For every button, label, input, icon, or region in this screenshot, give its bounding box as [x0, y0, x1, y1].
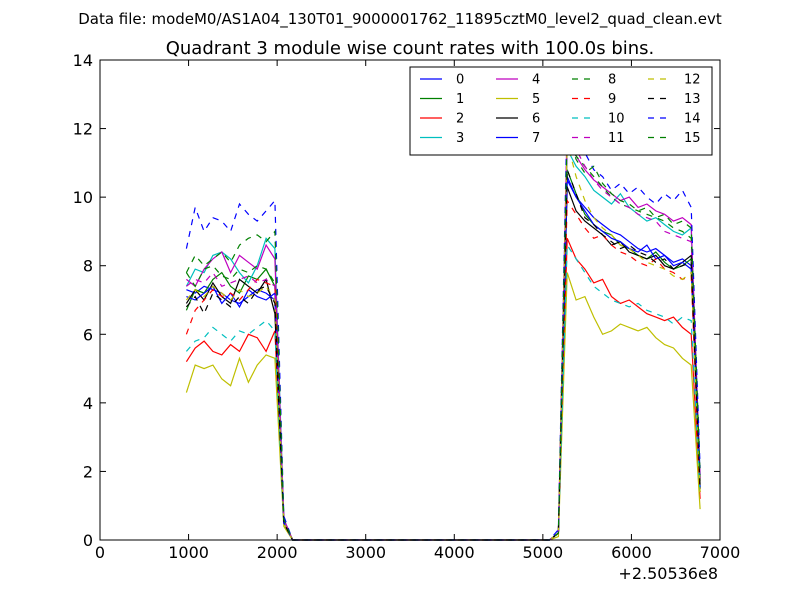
x-tick-label: 2000 — [257, 543, 298, 562]
legend-item-1: 1 — [420, 92, 464, 107]
series-line-8 — [185, 131, 701, 541]
x-offset-label: +2.50536e8 — [618, 564, 718, 583]
series-line-9 — [185, 198, 701, 541]
series-line-6 — [185, 186, 701, 541]
series-line-13 — [185, 169, 701, 541]
legend-label: 12 — [684, 73, 701, 88]
series-line-5 — [185, 272, 701, 541]
y-tick-label: 12 — [73, 120, 93, 139]
legend-item-13: 13 — [648, 92, 701, 107]
y-tick-label: 0 — [83, 531, 93, 550]
legend-label: 10 — [608, 112, 625, 127]
legend-item-8: 8 — [572, 73, 616, 88]
legend-item-6: 6 — [496, 112, 540, 127]
y-tick-label: 8 — [83, 257, 93, 276]
legend-label: 6 — [532, 112, 540, 127]
y-tick-label: 2 — [83, 462, 93, 481]
legend-label: 13 — [684, 92, 701, 107]
legend-label: 7 — [532, 131, 540, 146]
legend-item-5: 5 — [496, 92, 540, 107]
x-tick-label: 1000 — [168, 543, 209, 562]
legend-label: 3 — [456, 131, 464, 146]
legend-item-4: 4 — [496, 73, 540, 88]
legend-label: 1 — [456, 92, 464, 107]
series-line-3 — [185, 148, 701, 541]
x-tick-label: 3000 — [345, 543, 386, 562]
legend-label: 15 — [684, 131, 701, 146]
legend-label: 11 — [608, 131, 625, 146]
data-file-label: Data file: modeM0/AS1A04_130T01_90000017… — [78, 10, 722, 29]
legend-item-14: 14 — [648, 112, 701, 127]
x-tick-label: 5000 — [522, 543, 563, 562]
x-tick-label: 0 — [95, 543, 105, 562]
y-tick-label: 4 — [83, 394, 93, 413]
legend-label: 2 — [456, 112, 464, 127]
series-line-12 — [185, 142, 701, 541]
legend-label: 14 — [684, 112, 701, 127]
legend-label: 9 — [608, 92, 616, 107]
plot-frame — [99, 59, 721, 541]
plot-lines — [185, 107, 701, 541]
legend-item-12: 12 — [648, 73, 701, 88]
y-tick-label: 10 — [73, 188, 93, 207]
legend-item-0: 0 — [420, 73, 464, 88]
legend-item-2: 2 — [420, 112, 464, 127]
series-line-10 — [185, 243, 701, 541]
series-line-11 — [186, 121, 701, 541]
series-line-14 — [185, 107, 701, 541]
legend-label: 4 — [532, 73, 540, 88]
legend-item-3: 3 — [420, 131, 464, 146]
legend-item-9: 9 — [572, 92, 616, 107]
legend-label: 0 — [456, 73, 464, 88]
legend-label: 8 — [608, 73, 616, 88]
legend-item-7: 7 — [496, 131, 540, 146]
legend-box — [409, 66, 713, 156]
series-line-15 — [185, 131, 701, 541]
series-line-1 — [185, 169, 701, 541]
y-tick-label: 6 — [83, 325, 93, 344]
x-tick-label: 4000 — [434, 543, 475, 562]
legend-item-10: 10 — [572, 112, 625, 127]
x-tick-label: 7000 — [700, 543, 741, 562]
legend-label: 5 — [532, 92, 540, 107]
series-line-7 — [186, 179, 701, 541]
x-tick-label: 6000 — [611, 543, 652, 562]
chart-title: Quadrant 3 module wise count rates with … — [166, 38, 655, 59]
y-tick-label: 14 — [73, 51, 93, 70]
legend-item-11: 11 — [572, 131, 625, 146]
legend-item-15: 15 — [648, 131, 701, 146]
